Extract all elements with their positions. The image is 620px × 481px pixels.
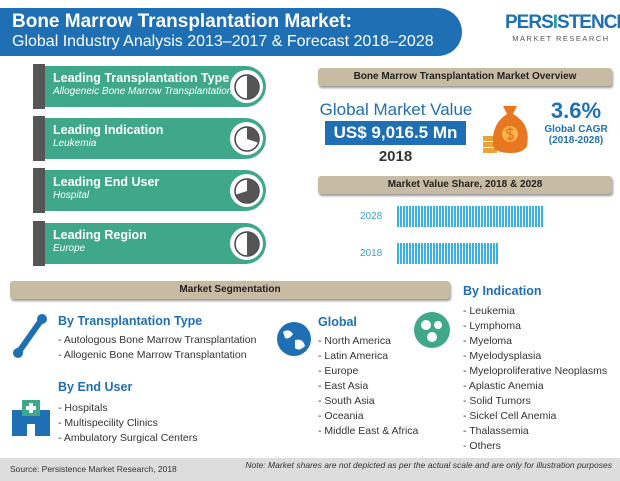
bar-label-2018: 2018 [360, 248, 383, 259]
list-item: Multispecility Clinics [58, 416, 197, 431]
cagr-label: Global CAGR [544, 124, 608, 135]
leading-card: Leading End User Hospital [33, 168, 266, 213]
title-banner: Bone Marrow Transplantation Market: Glob… [0, 8, 462, 56]
list-item: Others [463, 439, 607, 454]
list-item: Myeloproliferative Neoplasms [463, 364, 607, 379]
list-item: Lymphoma [463, 319, 607, 334]
logo-subtext: MARKET RESEARCH [512, 34, 610, 43]
card-body: Leading End User Hospital [45, 170, 266, 211]
card-title: Leading End User [53, 175, 160, 189]
cagr-value: 3.6% [550, 98, 602, 123]
transplantation-list: Autologous Bone Marrow TransplantationAl… [58, 333, 257, 363]
pie-chart-icon [230, 70, 263, 103]
card-tab [33, 116, 45, 161]
list-item: South Asia [318, 394, 418, 409]
cells-icon [412, 310, 452, 355]
overview-heading: Bone Marrow Transplantation Market Overv… [318, 68, 612, 86]
card-tab [33, 64, 45, 109]
list-item: Oceania [318, 409, 418, 424]
page-subtitle: Global Industry Analysis 2013–2017 & For… [12, 33, 434, 50]
cagr-period: (2018-2028) [548, 135, 604, 146]
list-item: Allogenic Bone Marrow Transplantation [58, 348, 256, 363]
list-item: Myeloma [463, 334, 607, 349]
pie-chart-icon [230, 122, 263, 155]
list-item: Ambulatory Surgical Centers [58, 431, 198, 446]
card-value: Hospital [53, 190, 90, 201]
market-value-year: 2018 [378, 148, 413, 165]
bar-2028 [397, 206, 543, 227]
bar-2018 [397, 243, 500, 264]
leading-card: Leading Region Europe [33, 221, 266, 266]
list-item: Myelodysplasia [463, 349, 607, 364]
wrench-bone-icon [10, 313, 50, 364]
list-item: East Asia [318, 379, 418, 394]
card-title: Leading Transplantation Type [53, 71, 230, 85]
card-value: Europe [53, 243, 86, 254]
list-item: Middle East & Africa [318, 424, 418, 439]
chart-title: Market Value Share, 2018 & 2028 [318, 176, 612, 194]
market-value-label: Global Market Value [319, 100, 473, 119]
pie-chart-icon [230, 227, 263, 260]
end-user-list: HospitalsMultispecility ClinicsAmbulator… [58, 401, 198, 446]
globe-icon [275, 320, 313, 363]
list-item: Autologous Bone Marrow Transplantation [58, 333, 257, 348]
note-text: Note: Market shares are not depicted as … [245, 460, 612, 470]
list-item: Leukemia [463, 304, 607, 319]
logo-text: STENCE [557, 12, 620, 33]
logo-text: PERS [505, 12, 554, 33]
list-item: Sickel Cell Anemia [463, 409, 607, 424]
card-body: Leading Indication Leukemia [45, 118, 266, 159]
bar-label-2028: 2028 [360, 211, 383, 222]
pie-chart-icon [230, 174, 263, 207]
list-item: Europe [318, 364, 418, 379]
card-tab [33, 221, 45, 266]
card-title: Leading Region [53, 228, 147, 242]
indication-list: LeukemiaLymphomaMyelomaMyelodysplasiaMye… [463, 304, 607, 454]
card-value: Allogeneic Bone Marrow Transplantation [53, 86, 233, 97]
logo-text: I [552, 12, 558, 33]
list-item: Aplastic Anemia [463, 379, 607, 394]
card-body: Leading Transplantation Type Allogeneic B… [45, 66, 266, 107]
region-list: North AmericaLatin AmericaEuropeEast Asi… [318, 334, 418, 439]
hospital-icon [10, 398, 52, 443]
logo: PERSISTENCE MARKET RESEARCH [505, 12, 620, 43]
list-item: Solid Tumors [463, 394, 607, 409]
card-tab [33, 168, 45, 213]
global-title: Global [318, 315, 357, 329]
segmentation-heading: Market Segmentation [10, 281, 450, 299]
card-value: Leukemia [53, 138, 97, 149]
transplantation-type-title: By Transplantation Type [58, 314, 203, 328]
market-value: US$ 9,016.5 Mn [325, 121, 466, 145]
leading-card: Leading Indication Leukemia [33, 116, 266, 161]
page-title: Bone Marrow Transplantation Market: [12, 11, 352, 32]
card-body: Leading Region Europe [45, 223, 266, 264]
card-title: Leading Indication [53, 123, 164, 137]
list-item: Hospitals [58, 401, 197, 416]
indication-title: By Indication [463, 284, 542, 298]
list-item: North America [318, 334, 418, 349]
source-text: Source: Persistence Market Research, 201… [10, 464, 177, 474]
end-user-title: By End User [58, 380, 133, 394]
list-item: Latin America [318, 349, 418, 364]
list-item: Thalassemia [463, 424, 607, 439]
money-bag-icon [483, 96, 535, 159]
footer: Source: Persistence Market Research, 201… [0, 458, 620, 481]
leading-card: Leading Transplantation Type Allogeneic B… [33, 64, 266, 109]
